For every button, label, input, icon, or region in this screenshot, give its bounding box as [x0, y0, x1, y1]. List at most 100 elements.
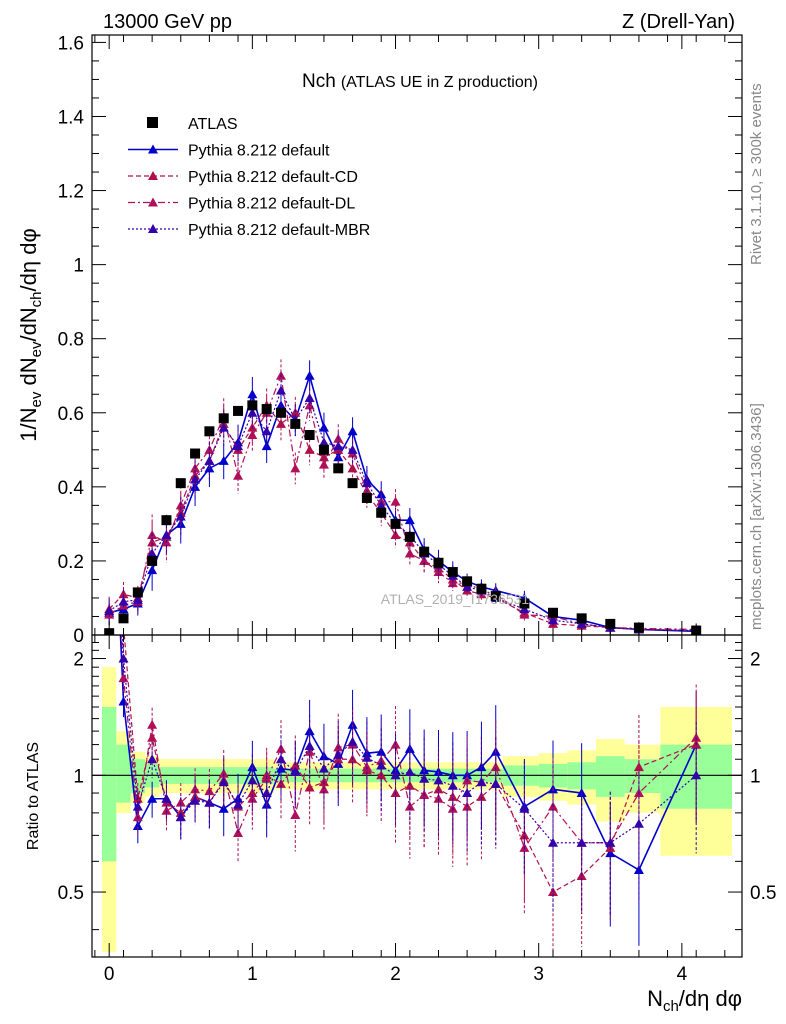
- ratio-data-marker: [132, 821, 143, 831]
- x-tick-label: 4: [677, 964, 688, 985]
- ratio-data-marker: [175, 812, 186, 822]
- source-url-label: mcplots.cern.ch [arXiv:1306.3436]: [748, 403, 765, 630]
- ratio-series-group: [104, 326, 702, 957]
- main-y-tick-label: 1.6: [58, 33, 84, 54]
- ratio-panel-frame: [91, 634, 743, 958]
- atlas-data-point: [490, 591, 501, 602]
- main-data-marker: [132, 594, 143, 604]
- atlas-data-point: [390, 518, 401, 529]
- ratio-data-marker: [247, 775, 258, 785]
- ratio-inner-uncertainty-band: [116, 744, 131, 803]
- ratio-y-tick-label-right: 0.5: [750, 883, 776, 904]
- ratio-series-line: [120, 635, 697, 850]
- atlas-data-point: [175, 478, 186, 489]
- main-data-marker: [304, 392, 315, 402]
- main-data-marker: [275, 385, 286, 395]
- atlas-data-point: [118, 613, 129, 624]
- main-y-tick-label: 0.8: [58, 330, 84, 351]
- main-data-marker: [548, 615, 559, 625]
- main-data-marker: [304, 370, 315, 380]
- main-data-marker: [204, 455, 215, 465]
- legend: ATLAS Pythia 8.212 default Pythia 8.212 de…: [128, 116, 370, 239]
- ratio-series-line: [123, 635, 697, 893]
- ratio-data-marker: [404, 766, 415, 776]
- main-data-marker: [318, 422, 329, 432]
- chart-title-sub: (ATLAS UE in Z production): [341, 74, 538, 91]
- main-data-marker: [233, 441, 244, 451]
- atlas-data-point: [261, 404, 272, 415]
- main-data-marker: [261, 426, 272, 436]
- ratio-data-marker: [247, 788, 258, 798]
- ratio-data-marker: [462, 788, 473, 798]
- ratio-y-tick-label-right: 1: [750, 766, 761, 787]
- main-data-marker: [218, 422, 229, 432]
- rivet-version-label: Rivet 3.1.10, ≥ 300k events: [748, 83, 765, 265]
- main-data-marker: [404, 515, 415, 525]
- legend-label: Pythia 8.212 default: [188, 143, 330, 160]
- atlas-data-point: [462, 576, 473, 587]
- ratio-data-marker: [633, 818, 644, 828]
- ratio-series-line: [119, 635, 697, 872]
- ratio-data-marker: [104, 326, 114, 335]
- ratio-y-axis-label: Ratio to ATLAS: [25, 742, 42, 850]
- atlas-data-point: [147, 555, 158, 566]
- atlas-data-point: [318, 444, 329, 455]
- ratio-data-marker: [433, 775, 444, 785]
- main-data-marker: [247, 407, 258, 417]
- main-data-marker: [390, 496, 401, 506]
- main-data-marker: [175, 511, 186, 521]
- main-data-marker: [190, 474, 201, 484]
- x-tick-label: 1: [247, 964, 258, 985]
- atlas-data-point: [548, 607, 559, 618]
- main-data-marker: [576, 618, 587, 628]
- main-y-tick-label: 0.4: [58, 478, 85, 499]
- atlas-data-point: [190, 448, 201, 459]
- analysis-watermark: ATLAS_2019_I1736531: [381, 591, 530, 607]
- ratio-data-marker: [419, 773, 430, 783]
- ratio-data-marker: [275, 754, 286, 764]
- ratio-data-marker: [576, 837, 587, 847]
- ratio-y-tick-label: 0.5: [58, 883, 84, 904]
- ratio-data-marker: [204, 797, 215, 807]
- ratio-data-marker: [104, 366, 114, 375]
- ratio-y-tick-label: 2: [73, 650, 84, 671]
- atlas-data-point: [333, 463, 344, 474]
- ratio-data-marker: [161, 805, 172, 815]
- main-data-marker: [376, 500, 387, 510]
- ratio-data-marker: [490, 762, 501, 772]
- chart-title: Nch (ATLAS UE in Z production): [302, 71, 538, 92]
- main-data-marker: [333, 441, 344, 451]
- main-data-marker: [390, 530, 401, 539]
- ratio-data-marker: [218, 777, 229, 787]
- ratio-data-marker: [476, 777, 487, 787]
- legend-label: Pythia 8.212 default-DL: [188, 196, 355, 213]
- atlas-data-point: [633, 622, 644, 633]
- axes-ticks: 0 0.2 0.4 0.6 0.8 1 1.2 1.4 1.6 0.5 0.5 1 1 2 2 0 1 2 3 4: [58, 33, 777, 985]
- ratio-data-marker: [118, 696, 129, 706]
- atlas-data-point: [132, 587, 143, 598]
- main-data-marker: [304, 444, 315, 454]
- main-data-marker: [404, 548, 415, 558]
- ratio-data-marker: [361, 762, 372, 772]
- process-label: Z (Drell-Yan): [622, 11, 735, 33]
- main-data-marker: [347, 463, 358, 473]
- atlas-data-point: [275, 407, 286, 418]
- main-y-tick-label: 1.4: [58, 107, 85, 128]
- legend-marker: [147, 117, 158, 128]
- main-data-marker: [275, 418, 286, 428]
- ratio-data-marker: [233, 799, 244, 809]
- ratio-data-marker: [132, 801, 143, 811]
- ratio-data-marker: [118, 653, 129, 663]
- main-series-line: [108, 373, 697, 631]
- ratio-data-marker: [433, 766, 444, 776]
- main-y-tick-label: 0.2: [58, 552, 84, 573]
- x-axis-label: Nch/dη dφ: [647, 986, 742, 1015]
- main-y-axis-label: 1/Nev dNev/dNch/dη dφ: [16, 228, 45, 441]
- ratio-data-marker: [147, 719, 158, 729]
- energy-label: 13000 GeV pp: [103, 11, 232, 33]
- main-data-marker: [218, 455, 229, 465]
- legend-marker: [148, 171, 158, 180]
- x-tick-label: 3: [533, 964, 544, 985]
- main-data-marker: [147, 548, 158, 558]
